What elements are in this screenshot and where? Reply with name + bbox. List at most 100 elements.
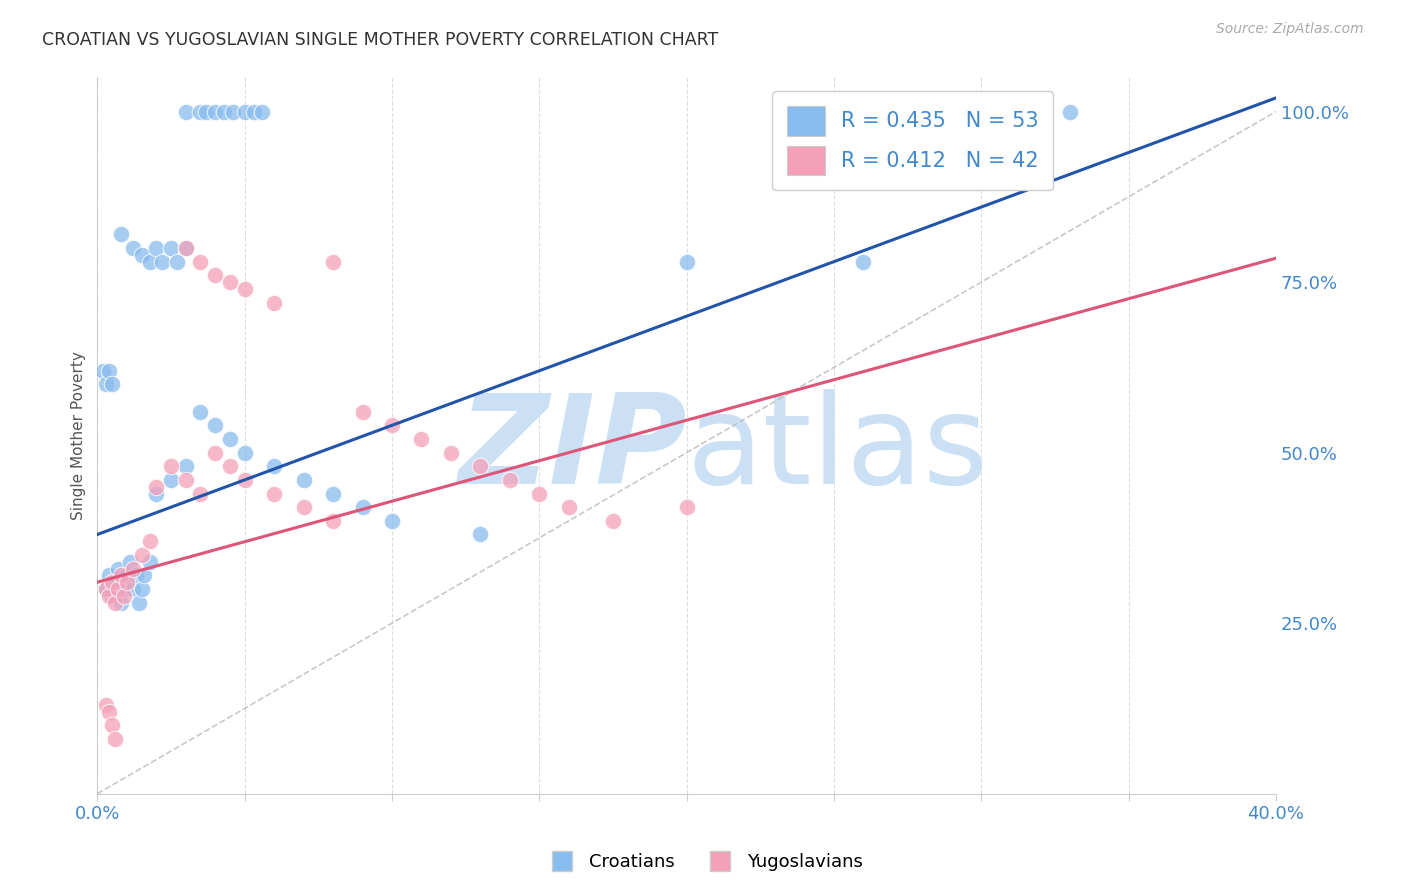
- Text: Source: ZipAtlas.com: Source: ZipAtlas.com: [1216, 22, 1364, 37]
- Point: [174, 104, 197, 119]
- Point: [204, 418, 226, 433]
- Point: [222, 104, 245, 119]
- Point: [96, 582, 118, 596]
- Point: [104, 575, 127, 590]
- Point: [98, 705, 121, 719]
- Point: [233, 445, 256, 459]
- Point: [101, 377, 124, 392]
- Point: [98, 589, 121, 603]
- Y-axis label: Single Mother Poverty: Single Mother Poverty: [72, 351, 86, 520]
- Point: [104, 732, 127, 747]
- Point: [112, 589, 135, 603]
- Point: [470, 527, 492, 541]
- Point: [124, 568, 146, 582]
- Point: [145, 480, 167, 494]
- Point: [121, 582, 143, 596]
- Point: [128, 596, 150, 610]
- Point: [322, 486, 344, 500]
- Point: [107, 582, 129, 596]
- Point: [263, 295, 285, 310]
- Point: [131, 582, 153, 596]
- Legend: R = 0.435   N = 53, R = 0.412   N = 42: R = 0.435 N = 53, R = 0.412 N = 42: [772, 92, 1053, 190]
- Point: [602, 514, 624, 528]
- Point: [470, 459, 492, 474]
- Point: [166, 254, 188, 268]
- Point: [381, 514, 404, 528]
- Point: [233, 282, 256, 296]
- Point: [190, 405, 212, 419]
- Point: [118, 555, 141, 569]
- Point: [101, 589, 124, 603]
- Point: [160, 459, 183, 474]
- Point: [160, 241, 183, 255]
- Point: [1059, 104, 1081, 119]
- Point: [174, 473, 197, 487]
- Point: [98, 364, 121, 378]
- Point: [174, 459, 197, 474]
- Point: [160, 473, 183, 487]
- Point: [440, 445, 463, 459]
- Point: [352, 500, 374, 515]
- Point: [131, 248, 153, 262]
- Point: [112, 582, 135, 596]
- Point: [139, 534, 162, 549]
- Point: [98, 568, 121, 582]
- Point: [219, 275, 242, 289]
- Point: [96, 698, 118, 712]
- Point: [263, 459, 285, 474]
- Point: [190, 486, 212, 500]
- Point: [115, 568, 138, 582]
- Point: [110, 227, 132, 242]
- Point: [101, 718, 124, 732]
- Point: [352, 405, 374, 419]
- Point: [219, 432, 242, 446]
- Point: [145, 486, 167, 500]
- Point: [292, 473, 315, 487]
- Point: [242, 104, 264, 119]
- Point: [96, 582, 118, 596]
- Point: [107, 561, 129, 575]
- Point: [115, 575, 138, 590]
- Point: [195, 104, 218, 119]
- Point: [131, 548, 153, 562]
- Point: [91, 364, 114, 378]
- Point: [675, 500, 697, 515]
- Point: [219, 459, 242, 474]
- Point: [263, 486, 285, 500]
- Point: [204, 104, 226, 119]
- Point: [174, 241, 197, 255]
- Legend: Croatians, Yugoslavians: Croatians, Yugoslavians: [536, 847, 870, 879]
- Point: [121, 241, 143, 255]
- Point: [104, 596, 127, 610]
- Point: [675, 254, 697, 268]
- Point: [145, 241, 167, 255]
- Point: [499, 473, 522, 487]
- Point: [190, 254, 212, 268]
- Point: [852, 254, 875, 268]
- Point: [292, 500, 315, 515]
- Point: [134, 568, 156, 582]
- Point: [204, 268, 226, 283]
- Point: [110, 568, 132, 582]
- Point: [322, 514, 344, 528]
- Point: [150, 254, 173, 268]
- Point: [139, 555, 162, 569]
- Text: CROATIAN VS YUGOSLAVIAN SINGLE MOTHER POVERTY CORRELATION CHART: CROATIAN VS YUGOSLAVIAN SINGLE MOTHER PO…: [42, 31, 718, 49]
- Point: [233, 104, 256, 119]
- Point: [529, 486, 551, 500]
- Point: [139, 254, 162, 268]
- Point: [212, 104, 235, 119]
- Point: [110, 596, 132, 610]
- Point: [322, 254, 344, 268]
- Point: [233, 473, 256, 487]
- Point: [558, 500, 581, 515]
- Point: [96, 377, 118, 392]
- Point: [121, 561, 143, 575]
- Point: [252, 104, 274, 119]
- Point: [190, 104, 212, 119]
- Point: [101, 575, 124, 590]
- Text: ZIP: ZIP: [458, 390, 686, 510]
- Point: [411, 432, 433, 446]
- Text: atlas: atlas: [686, 390, 988, 510]
- Point: [381, 418, 404, 433]
